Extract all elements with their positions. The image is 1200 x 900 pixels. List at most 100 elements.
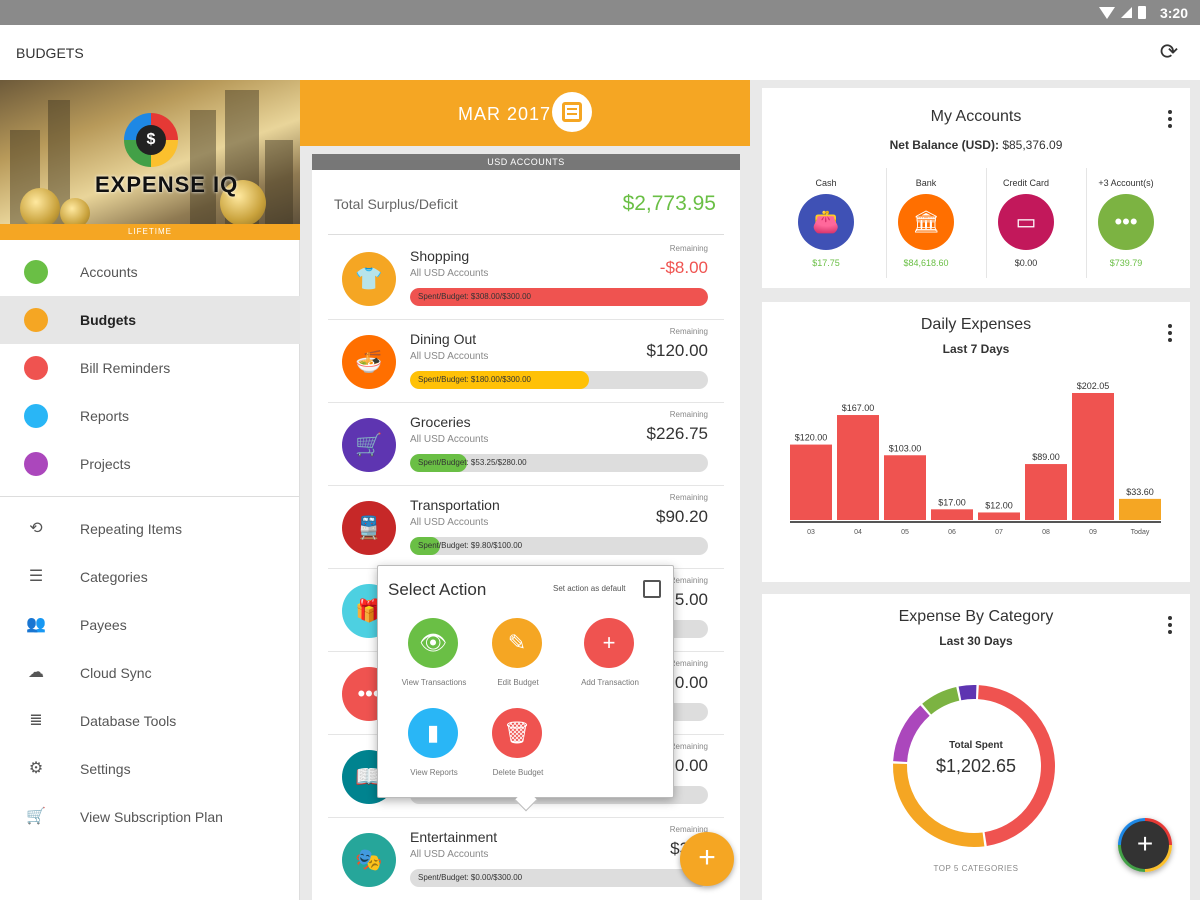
donut-slice-2 — [893, 705, 930, 763]
divider — [0, 496, 300, 497]
more-vert-icon[interactable] — [1168, 110, 1172, 128]
more-icon: ••• — [1098, 194, 1154, 250]
account-tile[interactable]: Cash 👛 $17.75 — [776, 172, 876, 272]
divider — [328, 234, 724, 235]
people-icon: 👥 — [26, 616, 46, 633]
bar-value-label: $120.00 — [795, 433, 828, 443]
menu-item-label: Settings — [80, 761, 131, 777]
spent-budget-text: Spent/Budget: $0.00/$300.00 — [418, 873, 523, 882]
cloud-icon: ☁ — [28, 664, 44, 681]
plus-icon: + — [584, 618, 634, 668]
sync-icon[interactable]: ⟳ — [1159, 39, 1179, 64]
menu-item[interactable]: Reports — [0, 392, 300, 440]
add-budget-button[interactable]: + — [680, 832, 734, 886]
donut-slice-3 — [922, 686, 960, 715]
more-vert-icon[interactable] — [1168, 616, 1172, 634]
bar-04 — [837, 415, 879, 520]
budget-progress-bar: Spent/Budget: $0.00/$300.00 — [410, 869, 708, 887]
remaining-label: Remaining — [669, 244, 708, 253]
account-tile[interactable]: Credit Card ▭ $0.00 — [976, 172, 1076, 272]
account-balance: $0.00 — [1014, 258, 1038, 268]
menu-item[interactable]: Budgets — [0, 296, 300, 344]
menu-item-label: Projects — [80, 456, 131, 472]
remaining-label: Remaining — [669, 410, 708, 419]
list-icon: ☰ — [28, 568, 44, 585]
account-name: Cash — [815, 178, 837, 188]
page-title: BUDGETS — [16, 45, 84, 61]
x-tick-label: 05 — [901, 529, 909, 536]
budget-row[interactable]: 🛒 Groceries All USD Accounts Remaining $226.… — [328, 404, 724, 486]
budget-name: Groceries — [410, 414, 471, 430]
battery-icon — [1138, 6, 1146, 19]
menu-item-label: Database Tools — [80, 713, 177, 729]
bar-chart-icon: ▮ — [408, 708, 458, 758]
default-action-checkbox[interactable] — [643, 580, 661, 598]
donut-center-label: Total Spent — [949, 740, 1003, 751]
daily-expenses-widget: Daily Expenses Last 7 Days $120.00 03 $167… — [762, 302, 1190, 582]
widget-subtitle: Last 30 Days — [939, 634, 1013, 648]
menu-item[interactable]: ⚙ Settings — [0, 745, 300, 793]
mask-icon: 🎭 — [342, 833, 396, 887]
account-tile[interactable]: +3 Account(s) ••• $739.79 — [1076, 172, 1176, 272]
menu-item[interactable]: ☁ Cloud Sync — [0, 649, 300, 697]
remaining-label: Remaining — [669, 493, 708, 502]
top-categories-label: TOP 5 CATEGORIES — [933, 864, 1019, 873]
budget-row[interactable]: 🚆 Transportation All USD Accounts Remaining… — [328, 487, 724, 569]
status-bar: 3:20 — [0, 0, 1200, 25]
budget-row[interactable]: 🍜 Dining Out All USD Accounts Remaining $120… — [328, 321, 724, 403]
bar-value-label: $103.00 — [889, 443, 922, 453]
budgets-icon — [24, 308, 48, 332]
dollar-icon: $ — [136, 125, 166, 155]
budget-progress-fill — [410, 371, 589, 389]
calendar-button[interactable] — [552, 92, 592, 132]
surplus-value: $2,773.95 — [622, 192, 716, 215]
more-vert-icon[interactable] — [1168, 324, 1172, 342]
menu-item-label: Budgets — [80, 312, 136, 328]
app-logo-text: EXPENSE IQ — [95, 172, 239, 197]
my-accounts-widget: My Accounts Net Balance (USD): $85,376.0… — [762, 88, 1190, 288]
trash-icon: 🗑 — [492, 708, 542, 758]
x-tick-label: 04 — [854, 529, 862, 536]
x-tick-label: Today — [1131, 529, 1150, 536]
account-tile[interactable]: Bank 🏛 $84,618.60 — [876, 172, 976, 272]
menu-item[interactable]: ☰ Categories — [0, 553, 300, 601]
add-transaction-button[interactable]: + — [1118, 818, 1172, 872]
menu-item[interactable]: Projects — [0, 440, 300, 488]
surplus-label: Total Surplus/Deficit — [334, 196, 458, 212]
spent-budget-text: Spent/Budget: $180.00/$300.00 — [418, 375, 531, 384]
remaining-amount: $120.00 — [646, 341, 708, 360]
menu-item[interactable]: Bill Reminders — [0, 344, 300, 392]
menu-item[interactable]: ⟲ Repeating Items — [0, 505, 300, 553]
bar-value-label: $33.60 — [1126, 487, 1154, 497]
plan-strip: LIFETIME — [0, 224, 300, 240]
bar-07 — [978, 512, 1020, 520]
bank-icon: 🏛 — [898, 194, 954, 250]
wallet-icon: 👛 — [798, 194, 854, 250]
bar-value-label: $202.05 — [1077, 381, 1110, 391]
budget-accounts: All USD Accounts — [410, 849, 489, 860]
menu-item[interactable]: Accounts — [0, 248, 300, 296]
shirt-icon: 👕 — [342, 252, 396, 306]
select-action-dialog: Select Action Set action as default 👁 Vie… — [377, 565, 674, 812]
menu-item-label: Repeating Items — [80, 521, 182, 537]
menu-item[interactable]: 👥 Payees — [0, 601, 300, 649]
budget-accounts: All USD Accounts — [410, 268, 489, 279]
database-icon: ≣ — [29, 712, 43, 729]
action-label: Add Transaction — [581, 678, 639, 687]
menu-item-label: Reports — [80, 408, 130, 424]
section-header: USD ACCOUNTS — [312, 154, 740, 170]
menu-item[interactable]: ≣ Database Tools — [0, 697, 300, 745]
remaining-label: Remaining — [669, 825, 708, 834]
bar-Today — [1119, 498, 1161, 520]
budget-row[interactable]: 👕 Shopping All USD Accounts Remaining -$8.00… — [328, 238, 724, 320]
default-action-label: Set action as default — [553, 584, 626, 593]
menu-item[interactable]: 🛒 View Subscription Plan — [0, 793, 300, 841]
account-balance: $739.79 — [1109, 258, 1143, 268]
divider — [886, 168, 887, 278]
account-name: Credit Card — [1002, 178, 1049, 188]
budget-name: Transportation — [410, 497, 500, 513]
bar-09 — [1072, 392, 1114, 520]
budget-name: Shopping — [410, 248, 470, 264]
remaining-label: Remaining — [669, 576, 708, 585]
